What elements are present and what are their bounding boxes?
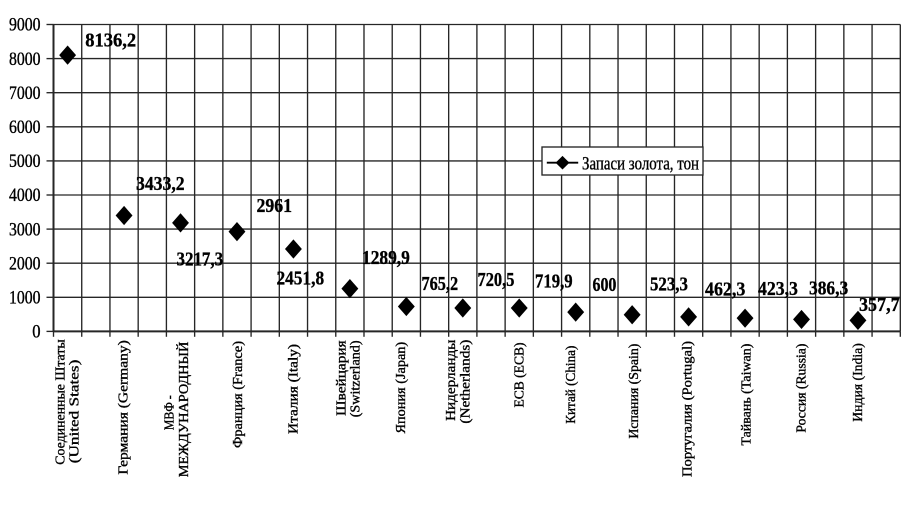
svg-text:3000: 3000 <box>9 220 41 240</box>
svg-text:2451,8: 2451,8 <box>277 268 325 290</box>
svg-text:(United States): (United States) <box>67 360 82 464</box>
svg-text:3217,3: 3217,3 <box>177 249 224 271</box>
svg-text:8136,2: 8136,2 <box>85 30 136 52</box>
svg-text:Индия (India): Индия (India) <box>850 343 865 422</box>
svg-text:0: 0 <box>32 323 40 343</box>
svg-text:8000: 8000 <box>9 50 41 70</box>
svg-text:ECB (ECB): ECB (ECB) <box>511 343 526 408</box>
svg-text:523,3: 523,3 <box>650 274 688 296</box>
svg-text:600: 600 <box>593 274 617 296</box>
svg-text:719,9: 719,9 <box>535 271 573 293</box>
svg-text:1000: 1000 <box>9 289 41 309</box>
svg-text:Испания (Spain): Испания (Spain) <box>626 344 641 439</box>
svg-text:6000: 6000 <box>9 118 41 138</box>
svg-text:Китай (China): Китай (China) <box>563 346 578 424</box>
svg-text:(Switzerland): (Switzerland) <box>348 340 363 417</box>
svg-text:Россия (Russia): Россия (Russia) <box>794 344 809 433</box>
svg-text:(Netherlands): (Netherlands) <box>457 340 472 424</box>
svg-text:Соединенные Штаты: Соединенные Штаты <box>53 339 68 464</box>
svg-text:462,3: 462,3 <box>705 279 745 301</box>
svg-text:МВФ -: МВФ - <box>162 395 177 430</box>
svg-text:Германия (Germany): Германия (Germany) <box>115 340 130 475</box>
svg-text:9000: 9000 <box>9 16 41 36</box>
svg-text:7000: 7000 <box>9 84 41 104</box>
svg-text:357,7: 357,7 <box>859 294 900 316</box>
svg-text:3433,2: 3433,2 <box>136 173 185 195</box>
svg-text:Швейцария: Швейцария <box>333 340 348 415</box>
svg-text:423,3: 423,3 <box>758 278 798 300</box>
svg-text:720,5: 720,5 <box>478 269 515 291</box>
svg-text:2961: 2961 <box>257 195 293 217</box>
svg-text:5000: 5000 <box>9 152 41 172</box>
svg-text:1289,9: 1289,9 <box>362 247 410 269</box>
svg-text:Япония (Japan): Япония (Japan) <box>393 342 408 434</box>
svg-text:Нидерланды: Нидерланды <box>443 340 458 421</box>
svg-text:386,3: 386,3 <box>809 278 848 300</box>
svg-text:МЕЖДУНАРОДНЫЙ: МЕЖДУНАРОДНЫЙ <box>176 341 191 477</box>
svg-text:4000: 4000 <box>9 186 41 206</box>
svg-text:Италия (Italy): Италия (Italy) <box>285 344 300 434</box>
svg-text:765,2: 765,2 <box>422 273 459 295</box>
svg-text:Португалия (Portugal): Португалия (Portugal) <box>680 341 695 477</box>
svg-text:Франция (France): Франция (France) <box>230 341 245 448</box>
svg-text:2000: 2000 <box>9 254 41 274</box>
svg-text:Тайвань (Taiwan): Тайвань (Taiwan) <box>738 344 753 446</box>
svg-text:Запаси золота, тон: Запаси золота, тон <box>582 154 699 174</box>
